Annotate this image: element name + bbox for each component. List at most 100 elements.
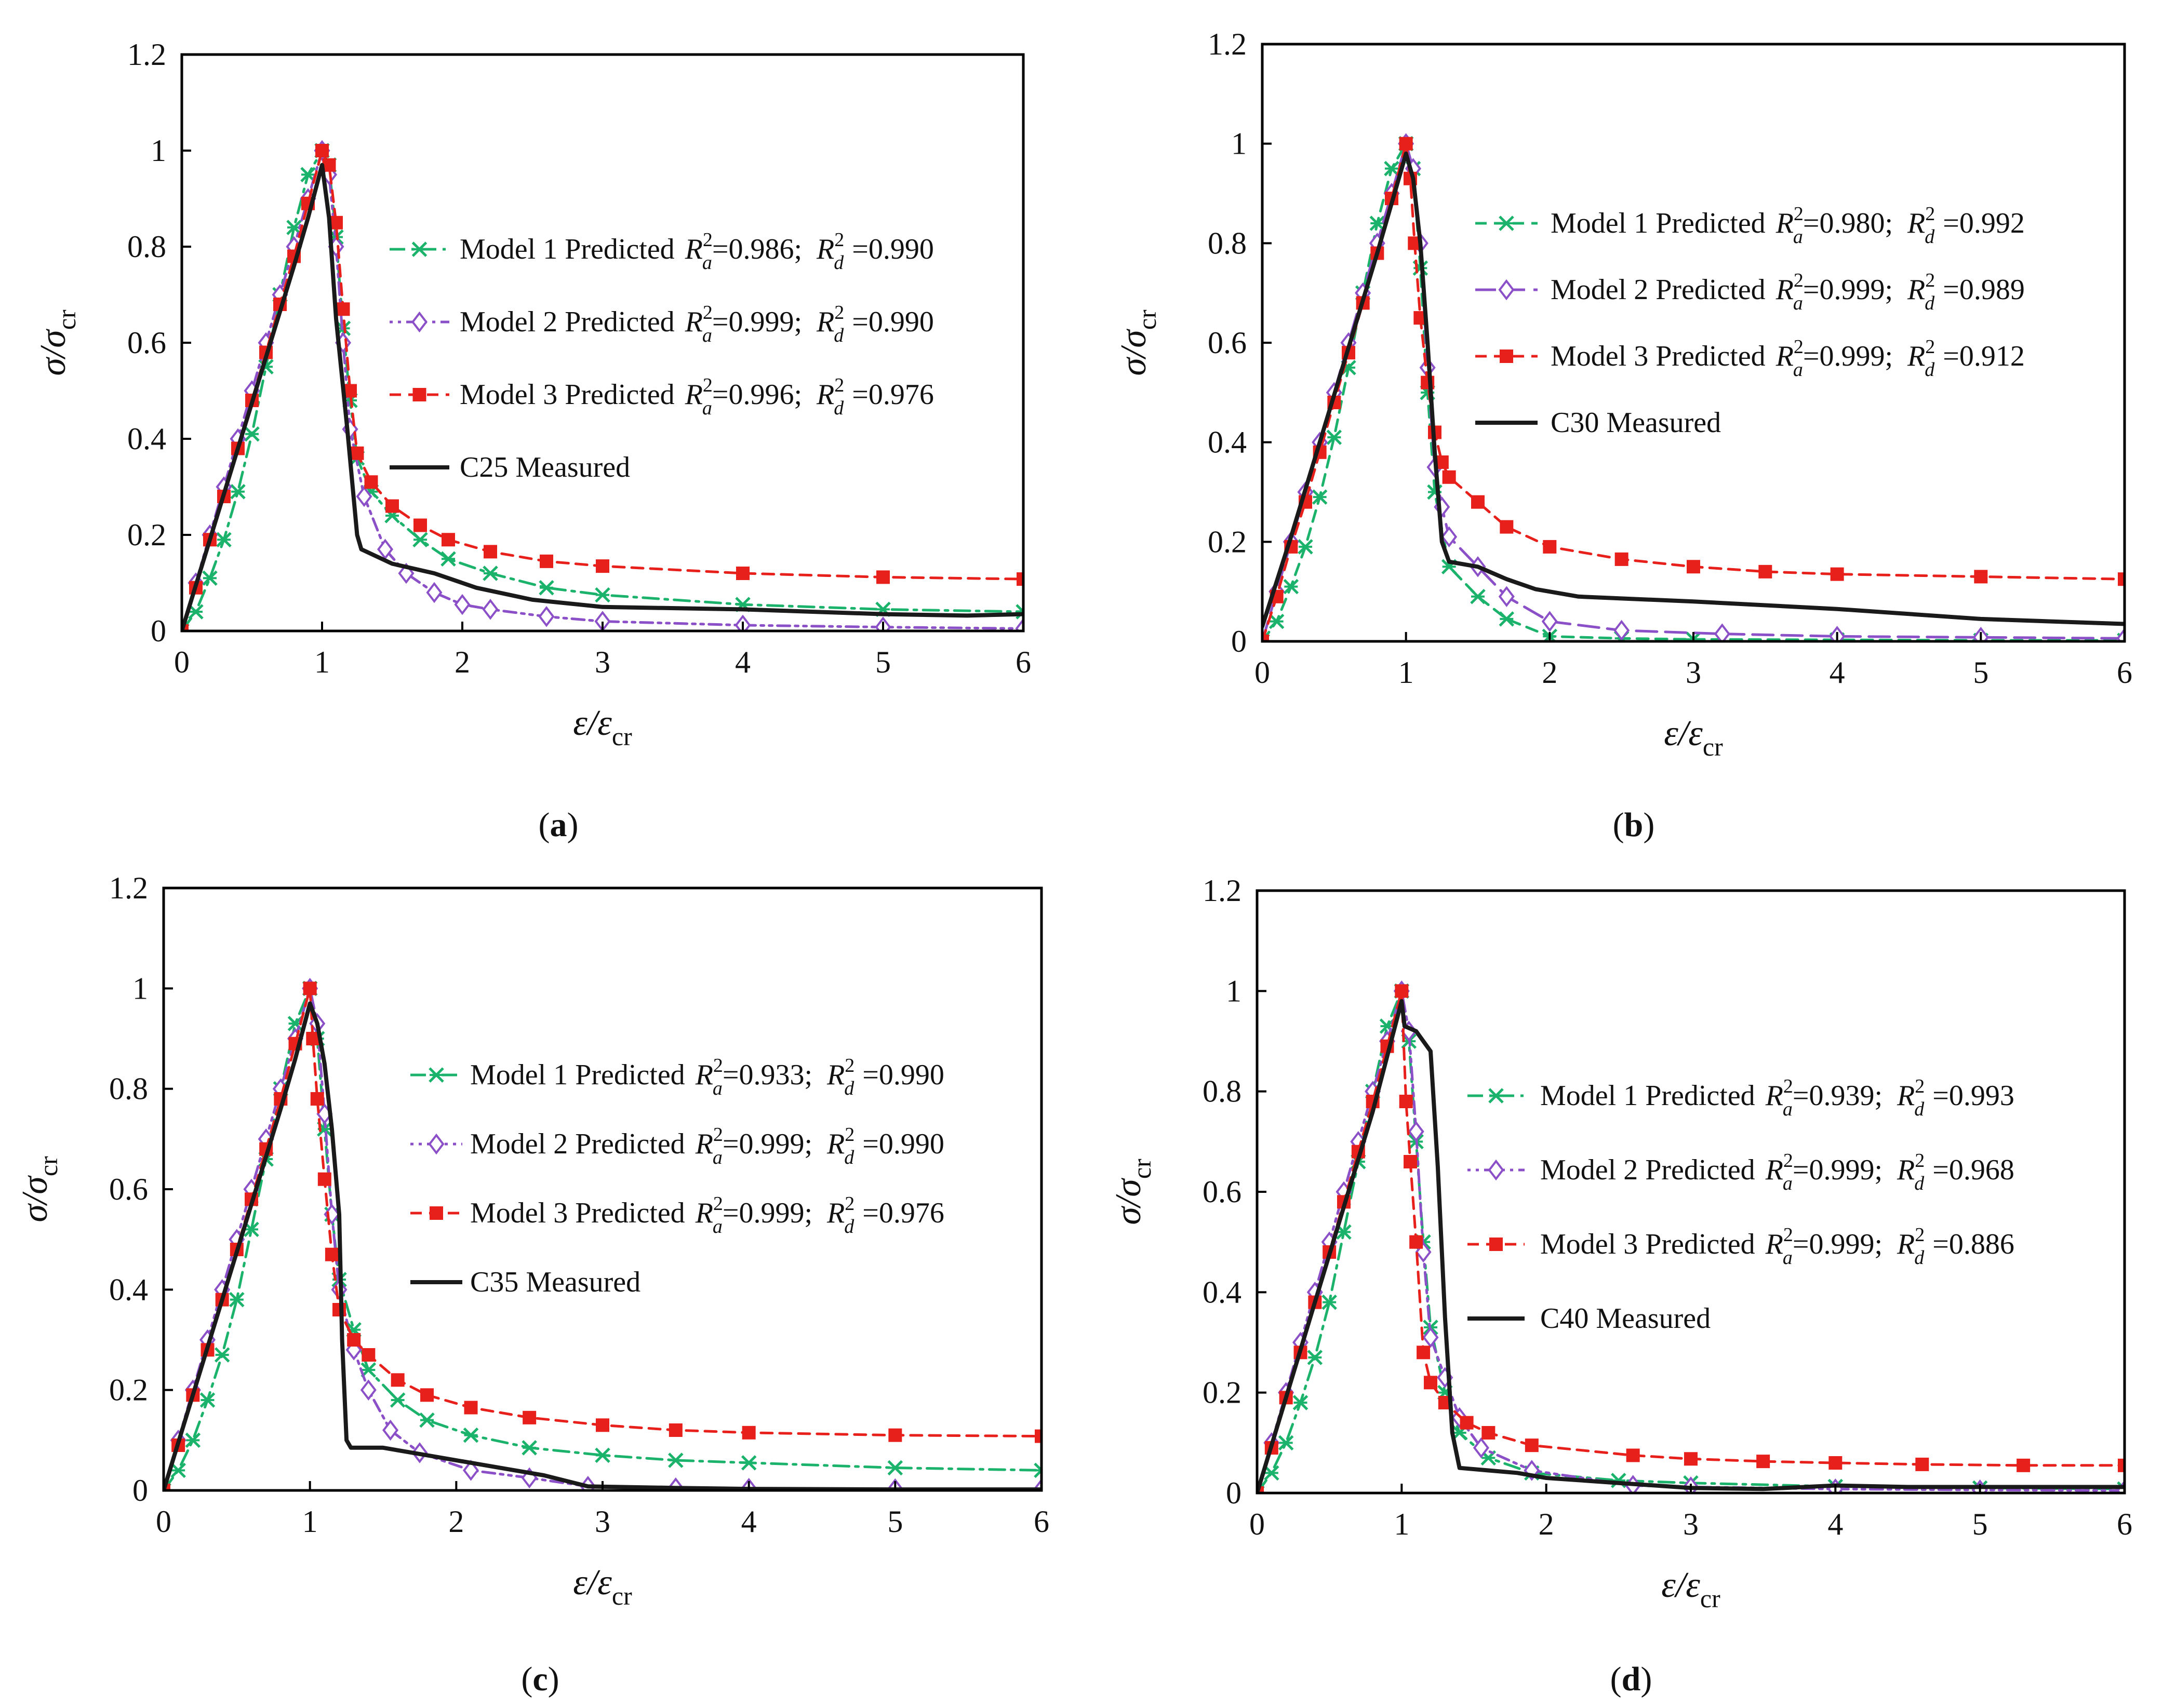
data-point-marker [1395, 984, 1409, 998]
legend-marker [428, 1133, 445, 1155]
data-point-marker [887, 1460, 903, 1476]
data-point-marker [483, 566, 498, 581]
legend: Model 1 Predicted R2 a=0.980; R2 d =0.992 Mode… [1475, 203, 2025, 439]
legend-item: Model 1 Predicted R2 a=0.933; R2 d =0.990 [410, 1055, 944, 1099]
legend-marker [1488, 1088, 1504, 1104]
data-point-marker [1399, 137, 1413, 151]
data-point-marker [362, 1348, 376, 1362]
y-tick-label: 0.6 [109, 1172, 148, 1206]
data-point-marker [325, 1247, 339, 1261]
legend-label: Model 3 Predicted R2 a=0.999; R2 d =0.886 [1540, 1224, 2014, 1269]
x-tick-label: 4 [1827, 1507, 1843, 1541]
data-point-marker [1035, 1429, 1042, 1443]
data-point-marker [390, 1392, 406, 1408]
data-point-marker [1384, 160, 1399, 177]
data-point-marker [1312, 489, 1328, 505]
series-model-3-predicted [1262, 137, 2125, 641]
data-point-marker [385, 499, 399, 513]
y-tick-label: 0.6 [1208, 326, 1247, 360]
legend-marker [429, 1067, 444, 1083]
legend-item: Model 2 Predicted R2 a=0.999; R2 d =0.990 [390, 302, 934, 346]
data-point-marker [741, 1455, 757, 1471]
x-tick-label: 1 [1398, 655, 1414, 690]
x-tick-label: 5 [887, 1504, 903, 1539]
data-point-marker [1613, 620, 1630, 641]
y-tick-label: 0.4 [109, 1272, 148, 1307]
data-point-marker [1409, 1235, 1423, 1249]
data-point-marker [2116, 627, 2125, 641]
data-point-marker [1278, 1435, 1294, 1451]
legend-label: C25 Measured [460, 451, 630, 483]
panel-caption: (b) [1613, 806, 1655, 844]
legend-item: C30 Measured [1475, 407, 1721, 439]
data-point-marker [440, 551, 456, 567]
x-tick-label: 3 [595, 1504, 610, 1539]
x-tick-label: 3 [1683, 1507, 1699, 1541]
series-line [182, 149, 1023, 631]
data-point-marker [1015, 618, 1023, 631]
x-tick-label: 5 [1973, 655, 1988, 690]
legend-label: Model 2 Predicted R2 a=0.999; R2 d =0.990 [460, 302, 934, 346]
x-tick-label: 6 [1016, 645, 1031, 679]
data-point-marker [538, 606, 555, 627]
data-point-marker [1974, 570, 1988, 584]
series-c30-measured [1262, 151, 2125, 629]
data-point-marker [484, 545, 497, 559]
x-tick-label: 2 [1542, 655, 1557, 690]
data-point-marker [1442, 470, 1456, 484]
y-tick-label: 0.6 [1203, 1175, 1241, 1209]
legend-label: Model 1 Predicted R2 a=0.939; R2 d =0.993 [1540, 1075, 2014, 1120]
data-point-marker [413, 518, 427, 532]
data-point-marker [1441, 526, 1458, 548]
data-point-marker [1470, 588, 1486, 604]
legend-label: Model 1 Predicted R2 a=0.980; R2 d =0.992 [1551, 203, 2025, 248]
y-tick-label: 0 [151, 614, 166, 648]
y-tick-label: 0 [1226, 1476, 1241, 1510]
data-point-marker [669, 1423, 683, 1437]
data-point-marker [1830, 567, 1844, 581]
data-point-marker [2118, 1458, 2125, 1472]
legend-marker [1488, 1159, 1504, 1181]
legend-item: Model 3 Predicted R2 a=0.999; R2 d =0.912 [1475, 336, 2025, 381]
data-point-marker [347, 1333, 361, 1347]
legend-marker [1489, 1238, 1503, 1251]
legend: Model 1 Predicted R2 a=0.933; R2 d =0.990 Mode… [410, 1055, 944, 1298]
chart-panel-c: 0 1 2 3 4 5 600.20.40.60.811.2ε/εcrσ/σcrModel … [15, 871, 1049, 1698]
data-point-marker [317, 1172, 331, 1186]
chart-panel-d: 0 1 2 3 4 5 600.20.40.60.811.2ε/εcrσ/σcrModel … [1109, 873, 2132, 1698]
legend-label: C35 Measured [470, 1266, 640, 1298]
data-point-marker [1614, 552, 1628, 566]
data-point-marker [888, 1428, 902, 1442]
data-point-marker [442, 533, 455, 547]
x-tick-label: 1 [1394, 1507, 1409, 1541]
data-point-marker [596, 1418, 609, 1432]
data-point-marker [382, 1419, 399, 1441]
data-point-marker [1321, 1294, 1337, 1310]
data-point-marker [539, 580, 554, 596]
data-point-marker [426, 582, 443, 603]
data-point-marker [1525, 1438, 1539, 1453]
data-point-marker [244, 426, 260, 442]
data-point-marker [214, 1347, 230, 1363]
data-point-marker [419, 1412, 435, 1428]
data-point-marker [1499, 611, 1515, 627]
data-point-marker [315, 144, 329, 157]
legend-marker [411, 311, 428, 333]
data-point-marker [1017, 572, 1023, 586]
data-point-marker [1626, 1448, 1640, 1462]
y-tick-label: 0.4 [127, 422, 166, 456]
y-tick-label: 0.8 [1208, 226, 1247, 260]
y-tick-label: 0.2 [109, 1373, 148, 1407]
legend-label: Model 2 Predicted R2 a=0.999; R2 d =0.968 [1540, 1150, 2014, 1194]
x-tick-label: 0 [1249, 1507, 1265, 1541]
data-point-marker [1404, 1155, 1418, 1168]
data-point-marker [364, 475, 378, 489]
legend-label: Model 2 Predicted R2 a=0.999; R2 d =0.990 [470, 1124, 944, 1168]
data-point-marker [463, 1427, 479, 1443]
data-point-marker [1262, 635, 1269, 641]
data-point-marker [202, 570, 218, 586]
legend-label: Model 3 Predicted R2 a=0.996; R2 d =0.976 [460, 374, 934, 419]
panel-caption: (a) [539, 806, 579, 844]
legend-marker [412, 388, 426, 401]
